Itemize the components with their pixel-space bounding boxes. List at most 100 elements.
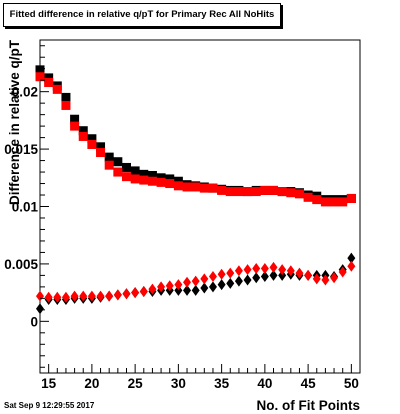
data-point-diamond	[295, 267, 304, 279]
footer-timestamp: Sat Sep 9 12:29:55 2017	[4, 401, 95, 410]
data-markers	[35, 65, 356, 315]
data-point-diamond	[226, 277, 235, 289]
data-point-square	[130, 166, 140, 176]
data-point-square	[96, 142, 106, 152]
data-point-square	[182, 182, 192, 192]
data-point-square	[312, 195, 322, 205]
data-point-diamond	[174, 284, 183, 296]
data-point-square	[191, 182, 201, 192]
data-point-diamond	[208, 281, 217, 293]
data-point-diamond	[234, 265, 243, 277]
y-tick-label: 0	[30, 314, 38, 329]
data-point-square	[208, 183, 218, 193]
data-point-square	[61, 100, 71, 110]
data-point-square	[286, 188, 296, 198]
data-point-diamond	[226, 267, 235, 279]
data-point-diamond	[174, 279, 183, 291]
data-point-diamond	[200, 273, 209, 285]
data-point-diamond	[269, 269, 278, 281]
x-tick-label: 50	[344, 376, 359, 391]
data-point-diamond	[269, 261, 278, 273]
data-point-diamond	[330, 272, 339, 284]
data-point-square	[173, 176, 183, 186]
data-point-square	[156, 173, 166, 183]
x-tick-label: 25	[128, 376, 144, 391]
data-point-square	[35, 65, 45, 75]
data-point-square	[130, 174, 140, 184]
x-axis-label: No. of Fit Points	[257, 398, 361, 413]
data-point-square	[243, 187, 253, 197]
data-point-square	[225, 187, 235, 197]
data-point-diamond	[286, 265, 295, 277]
data-point-square	[96, 148, 106, 158]
data-point-diamond	[36, 303, 44, 315]
plot-frame	[39, 39, 361, 374]
data-point-square	[217, 185, 227, 195]
data-point-diamond	[122, 288, 131, 300]
y-tick-label: 0.02	[12, 85, 38, 100]
x-tick-label: 35	[214, 376, 230, 391]
data-point-square	[44, 77, 54, 87]
data-point-diamond	[243, 264, 252, 276]
data-point-square	[139, 169, 149, 179]
data-point-square	[346, 193, 356, 203]
x-tick-label: 15	[41, 376, 57, 391]
data-point-square	[121, 172, 131, 182]
data-point-diamond	[191, 275, 200, 287]
data-point-diamond	[96, 290, 105, 302]
data-point-square	[294, 189, 304, 199]
data-point-diamond	[278, 269, 287, 281]
data-point-diamond	[131, 287, 140, 299]
y-tick-label: 0.005	[4, 257, 38, 272]
data-point-square	[165, 174, 175, 184]
y-axis: 0 0.005 0.01 0.015 0.02	[4, 45, 49, 368]
y-tick-label: 0.01	[12, 200, 39, 215]
data-point-diamond	[105, 290, 114, 302]
data-point-diamond	[252, 263, 261, 275]
data-point-square	[78, 131, 88, 141]
data-point-square	[139, 175, 149, 185]
data-point-square	[165, 179, 175, 189]
data-point-square	[320, 197, 330, 207]
data-point-diamond	[338, 266, 347, 278]
data-point-diamond	[278, 264, 287, 276]
x-tick-label: 40	[257, 376, 272, 391]
data-point-diamond	[183, 284, 192, 296]
data-point-diamond	[113, 289, 122, 301]
data-point-square	[113, 157, 123, 167]
data-point-square	[44, 73, 54, 83]
x-tick-label: 45	[301, 376, 317, 391]
data-point-diamond	[217, 279, 226, 291]
data-point-diamond	[217, 268, 226, 280]
data-point-diamond	[148, 283, 157, 295]
data-point-square	[338, 197, 348, 207]
data-point-diamond	[208, 271, 217, 283]
data-point-square	[70, 114, 80, 124]
data-point-square	[147, 176, 157, 186]
data-point-square	[104, 160, 114, 170]
y-tick-label: 0.015	[4, 142, 38, 157]
data-point-square	[70, 121, 80, 131]
data-point-diamond	[87, 290, 96, 302]
data-point-diamond	[70, 290, 79, 302]
data-point-square	[277, 187, 287, 197]
data-point-square	[61, 92, 71, 102]
x-axis: 15 20 25 30 35 40 45 50	[39, 364, 361, 391]
data-point-diamond	[61, 291, 70, 303]
data-point-square	[173, 181, 183, 191]
data-point-square	[147, 170, 157, 180]
data-point-diamond	[252, 272, 261, 284]
data-point-square	[329, 197, 339, 207]
data-point-diamond	[165, 280, 174, 292]
data-point-square	[199, 183, 209, 193]
data-point-square	[260, 185, 270, 195]
data-point-diamond	[36, 290, 44, 302]
data-point-diamond	[321, 274, 330, 286]
data-point-diamond	[234, 275, 243, 287]
data-point-diamond	[260, 263, 269, 275]
data-point-square	[303, 192, 313, 202]
data-point-diamond	[44, 291, 53, 303]
data-point-diamond	[53, 291, 62, 303]
data-point-diamond	[157, 281, 166, 293]
data-point-square	[156, 177, 166, 187]
